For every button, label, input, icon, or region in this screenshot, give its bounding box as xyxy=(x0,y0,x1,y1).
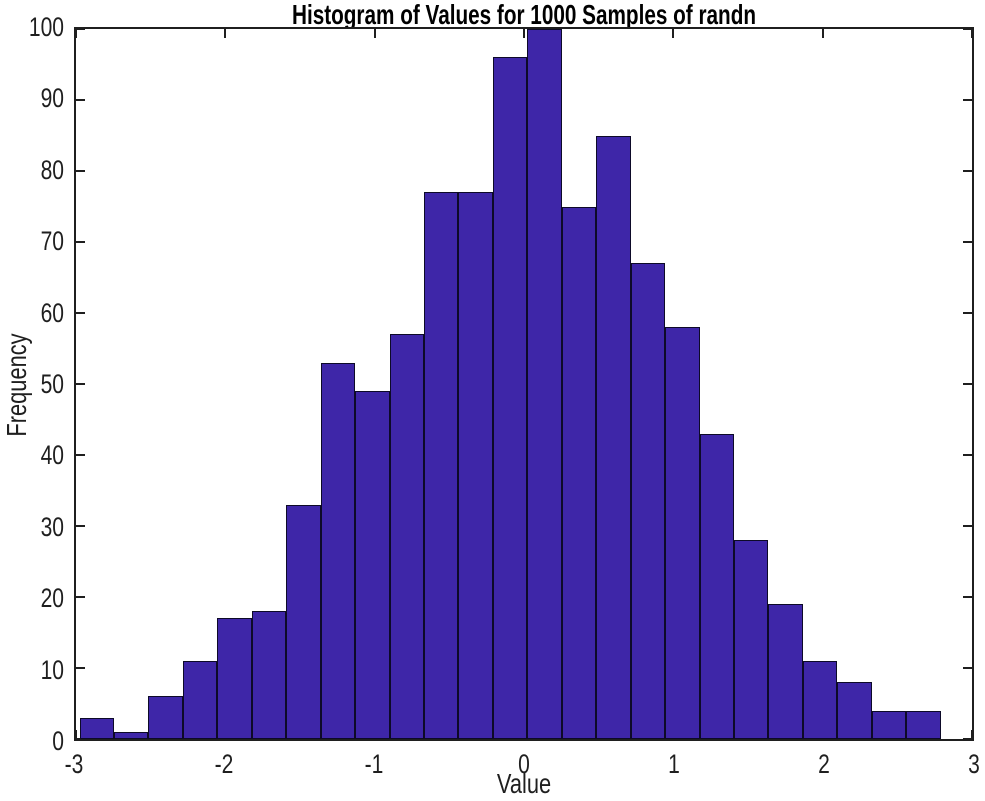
histogram-bar xyxy=(768,604,803,739)
y-tick-mark xyxy=(76,241,85,243)
y-tick-label: 20 xyxy=(40,583,64,614)
histogram-bar xyxy=(355,391,390,739)
histogram-bar xyxy=(217,618,252,739)
y-tick-mark xyxy=(76,667,85,669)
histogram-bar xyxy=(630,263,666,739)
histogram-bar xyxy=(458,192,493,739)
y-tick-mark xyxy=(76,170,85,172)
histogram-bar xyxy=(79,717,115,739)
plot-area xyxy=(74,27,974,741)
histogram-bar xyxy=(148,696,183,739)
x-tick-mark xyxy=(971,730,973,739)
x-tick-label: -3 xyxy=(64,749,84,779)
y-tick-mark xyxy=(963,28,972,30)
histogram-bar xyxy=(837,682,872,739)
histogram-bars-layer xyxy=(76,29,972,739)
y-tick-mark xyxy=(76,28,85,30)
y-tick-label: 0 xyxy=(52,726,64,756)
chart-title: Histogram of Values for 1000 Samples of … xyxy=(291,0,757,30)
histogram-bar xyxy=(492,57,528,739)
y-tick-label: 90 xyxy=(40,83,64,114)
x-tick-mark xyxy=(75,730,77,739)
x-tick-label: 1 xyxy=(668,749,680,779)
x-tick-label: 0 xyxy=(518,749,530,779)
histogram-bar xyxy=(802,660,838,739)
y-tick-label: 40 xyxy=(40,440,64,471)
y-tick-mark xyxy=(76,99,85,101)
x-tick-mark xyxy=(373,29,376,38)
histogram-bar xyxy=(871,710,907,739)
histogram-bar xyxy=(906,710,941,739)
x-tick-mark xyxy=(971,29,973,38)
y-tick-label: 80 xyxy=(40,154,64,185)
histogram-bar xyxy=(561,206,597,739)
y-tick-label: 60 xyxy=(40,297,64,328)
y-tick-mark xyxy=(963,596,972,598)
y-tick-mark xyxy=(963,99,972,101)
x-axis-label: Value xyxy=(496,768,552,799)
y-tick-mark xyxy=(76,454,85,456)
y-tick-mark xyxy=(963,525,972,527)
y-tick-mark xyxy=(963,454,972,456)
y-tick-label: 100 xyxy=(28,12,65,42)
histogram-bar xyxy=(182,660,218,739)
y-tick-mark xyxy=(963,312,972,314)
y-tick-label: 70 xyxy=(40,226,64,257)
histogram-bar xyxy=(286,504,321,739)
y-tick-mark xyxy=(76,738,85,740)
x-tick-label: 2 xyxy=(818,749,830,779)
histogram-bar xyxy=(114,731,149,739)
x-tick-label: -2 xyxy=(214,749,234,779)
x-tick-label: 3 xyxy=(968,749,980,779)
x-tick-mark xyxy=(523,29,525,38)
histogram-bar xyxy=(665,327,700,739)
y-tick-label: 10 xyxy=(40,654,64,685)
histogram-bar xyxy=(734,540,769,739)
y-axis-label: Frequency xyxy=(1,333,32,437)
x-tick-mark xyxy=(75,29,77,38)
y-tick-label: 30 xyxy=(40,511,64,542)
histogram-bar xyxy=(596,135,631,739)
y-tick-mark xyxy=(963,738,972,740)
histogram-bar xyxy=(699,433,735,739)
histogram-bar xyxy=(320,362,356,739)
y-tick-mark xyxy=(76,596,85,598)
histogram-bar xyxy=(389,334,425,739)
x-tick-mark xyxy=(672,29,675,38)
y-tick-mark xyxy=(76,383,85,385)
x-tick-label: -1 xyxy=(364,749,384,779)
y-tick-mark xyxy=(963,667,972,669)
y-tick-mark xyxy=(76,525,85,527)
x-tick-mark xyxy=(224,29,227,38)
histogram-bar xyxy=(251,611,287,739)
y-tick-label: 50 xyxy=(40,369,64,399)
histogram-bar xyxy=(527,29,562,739)
x-tick-mark xyxy=(821,29,824,38)
y-tick-mark xyxy=(76,312,85,314)
y-tick-mark xyxy=(963,170,972,172)
histogram-bar xyxy=(424,192,459,739)
y-tick-mark xyxy=(963,241,972,243)
y-tick-mark xyxy=(963,383,972,385)
